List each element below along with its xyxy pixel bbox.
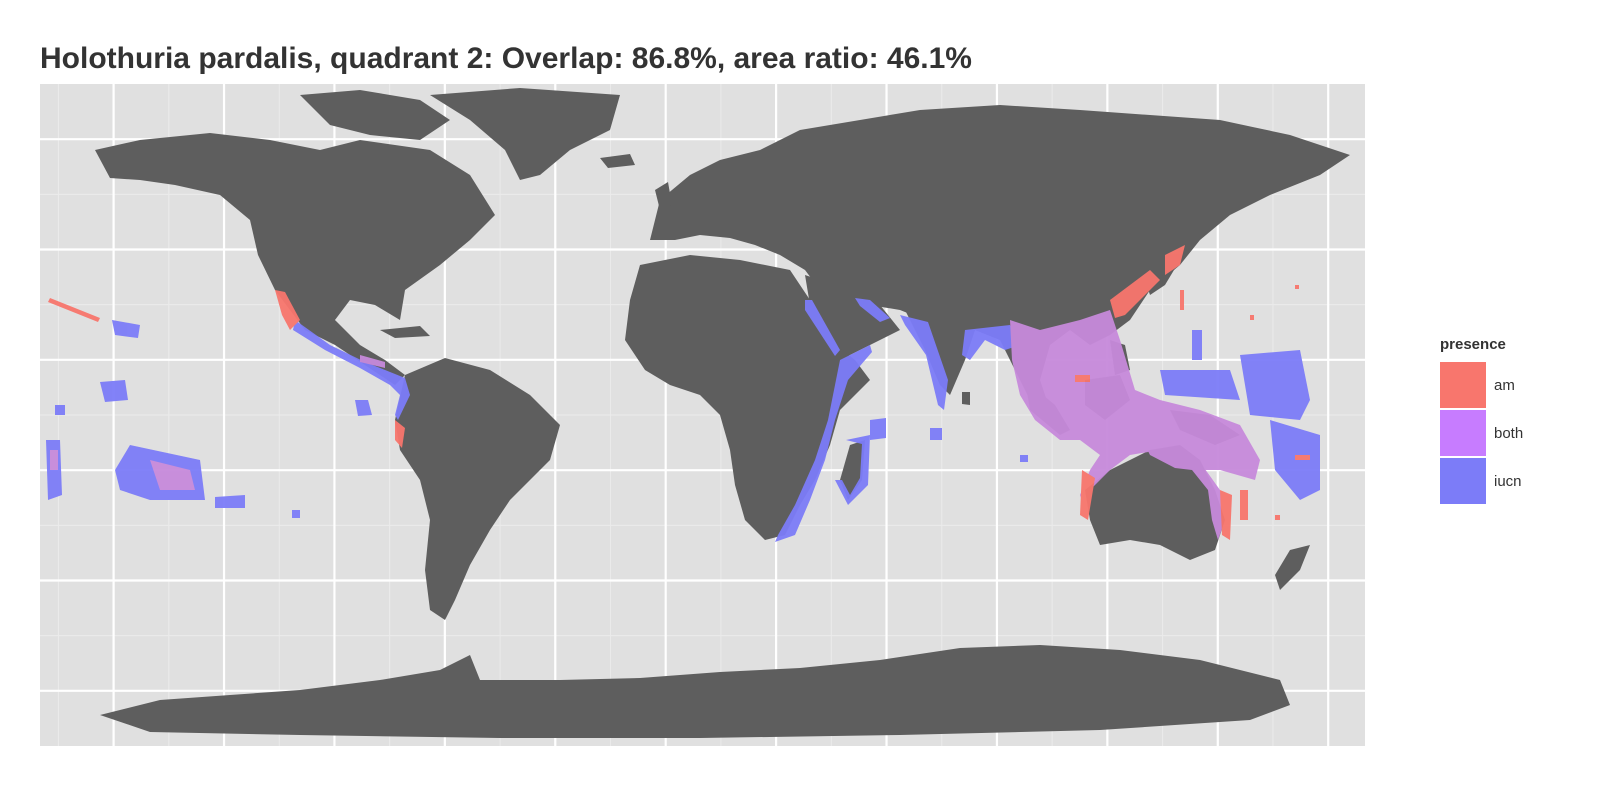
iucn-central-america <box>293 320 410 420</box>
iucn-east-africa <box>775 345 872 542</box>
legend-item-both: both <box>1440 409 1590 457</box>
legend-label-iucn: iucn <box>1494 472 1522 490</box>
land-eurasia <box>650 105 1350 410</box>
both-australia-north <box>1145 442 1225 540</box>
land-sri-lanka <box>962 392 970 405</box>
iucn-red-sea <box>805 300 840 356</box>
land-australia <box>1085 445 1225 560</box>
map-title: Holothuria pardalis, quadrant 2: Overlap… <box>40 42 972 75</box>
iucn-bay-of-bengal <box>962 325 1020 360</box>
land-south-america <box>395 358 560 620</box>
land-new-zealand <box>1275 545 1310 590</box>
iucn-india-west <box>900 315 948 410</box>
iucn-madagascar-coast <box>835 435 870 505</box>
land-uk <box>655 182 672 210</box>
legend-label-both: both <box>1494 424 1524 442</box>
legend-label-am: am <box>1494 376 1515 394</box>
am-australia-west <box>1080 470 1095 520</box>
iucn-pacific-islands <box>46 320 1320 518</box>
legend: presence am both iucn <box>1440 336 1590 505</box>
legend-item-am: am <box>1440 361 1590 409</box>
both-pacific <box>50 450 195 490</box>
world-map <box>40 84 1365 746</box>
am-australia-east <box>1220 490 1232 540</box>
legend-title: presence <box>1440 336 1506 353</box>
land-cuba <box>380 326 430 338</box>
iucn-persian-gulf <box>855 298 890 322</box>
species-distribution <box>46 245 1320 542</box>
am-japan-coast <box>1165 245 1185 275</box>
am-peru-coast <box>395 420 405 448</box>
am-baja-california <box>275 290 300 330</box>
legend-swatch-iucn <box>1440 458 1486 504</box>
land-iceland <box>600 154 635 168</box>
both-central-america <box>360 355 385 368</box>
land-greenland <box>430 88 620 180</box>
legend-swatch-both <box>1440 410 1486 456</box>
land-africa <box>625 255 870 540</box>
land-japan <box>1145 210 1192 295</box>
am-hawaii-chain <box>48 298 100 322</box>
land-antarctica <box>100 645 1290 738</box>
am-east-china-sea <box>1110 270 1160 318</box>
land-masses <box>95 88 1350 738</box>
legend-item-iucn: iucn <box>1440 457 1590 505</box>
land-arctic-islands <box>300 90 450 140</box>
land-north-america <box>95 133 495 385</box>
land-madagascar <box>840 440 865 500</box>
legend-swatch-am <box>1440 362 1486 408</box>
